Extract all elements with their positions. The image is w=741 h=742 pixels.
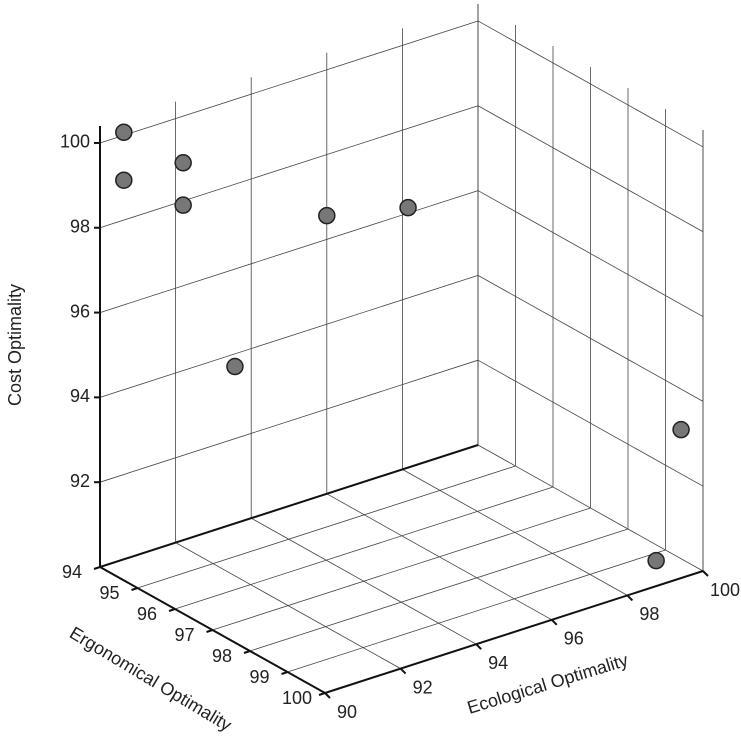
point — [174, 196, 192, 214]
x-tick-label: 99 — [249, 667, 269, 687]
y-tick-label: 94 — [488, 653, 508, 673]
z-tick-label: 100 — [60, 132, 90, 152]
y-tick-label: 98 — [639, 604, 659, 624]
tick-mark — [206, 629, 213, 633]
grid-line — [137, 465, 516, 589]
tick-mark — [168, 608, 176, 612]
y-tick-label: 100 — [710, 580, 740, 600]
y-tick-label: 96 — [564, 629, 584, 649]
point — [115, 171, 133, 189]
x-tick-label: 94 — [62, 562, 82, 582]
tick-mark — [131, 587, 138, 591]
point — [115, 123, 133, 142]
grid-line — [477, 275, 704, 402]
z-tick-label: 92 — [70, 471, 90, 491]
tick-mark — [93, 566, 101, 570]
y-tick-label: 92 — [413, 677, 433, 697]
point — [672, 420, 690, 439]
grid-line — [477, 105, 704, 233]
grid-line — [99, 20, 479, 144]
x-axis-label: Ergonomical Optimality — [66, 623, 235, 735]
grid-line — [99, 105, 479, 229]
tick-mark — [243, 650, 251, 654]
z-tick-label: 98 — [70, 217, 90, 237]
grid-line — [212, 507, 591, 631]
point — [174, 154, 192, 172]
tick-mark — [318, 692, 326, 696]
grid-line — [477, 20, 704, 148]
x-tick-label: 100 — [282, 688, 312, 708]
tick-mark — [281, 671, 288, 675]
tick-mark — [475, 643, 482, 650]
grid-line — [477, 359, 704, 487]
y-tick-label: 90 — [337, 702, 357, 722]
x-tick-label: 95 — [99, 583, 119, 603]
z-tick-label: 96 — [70, 301, 90, 321]
x-tick-label: 97 — [174, 625, 194, 645]
axis-line — [324, 570, 704, 694]
point — [318, 206, 336, 225]
grid-line — [99, 275, 479, 398]
x-tick-label: 96 — [137, 604, 157, 624]
tick-mark — [324, 692, 331, 699]
x-tick-label: 98 — [212, 646, 232, 666]
grid-line — [99, 359, 479, 483]
grid-line — [287, 549, 666, 673]
point — [647, 551, 665, 570]
tick-mark — [626, 594, 634, 602]
z-tick-label: 94 — [70, 386, 90, 406]
z-axis-label: Cost Optimality — [5, 284, 25, 406]
grid-line — [99, 190, 479, 313]
point — [399, 198, 417, 217]
grid-line — [174, 486, 554, 610]
point — [226, 357, 244, 376]
grid-line — [477, 190, 704, 317]
tick-mark — [702, 570, 709, 577]
tick-mark — [551, 619, 558, 626]
axis-line — [99, 444, 479, 568]
tick-mark — [399, 667, 407, 675]
grid-line — [249, 528, 629, 652]
